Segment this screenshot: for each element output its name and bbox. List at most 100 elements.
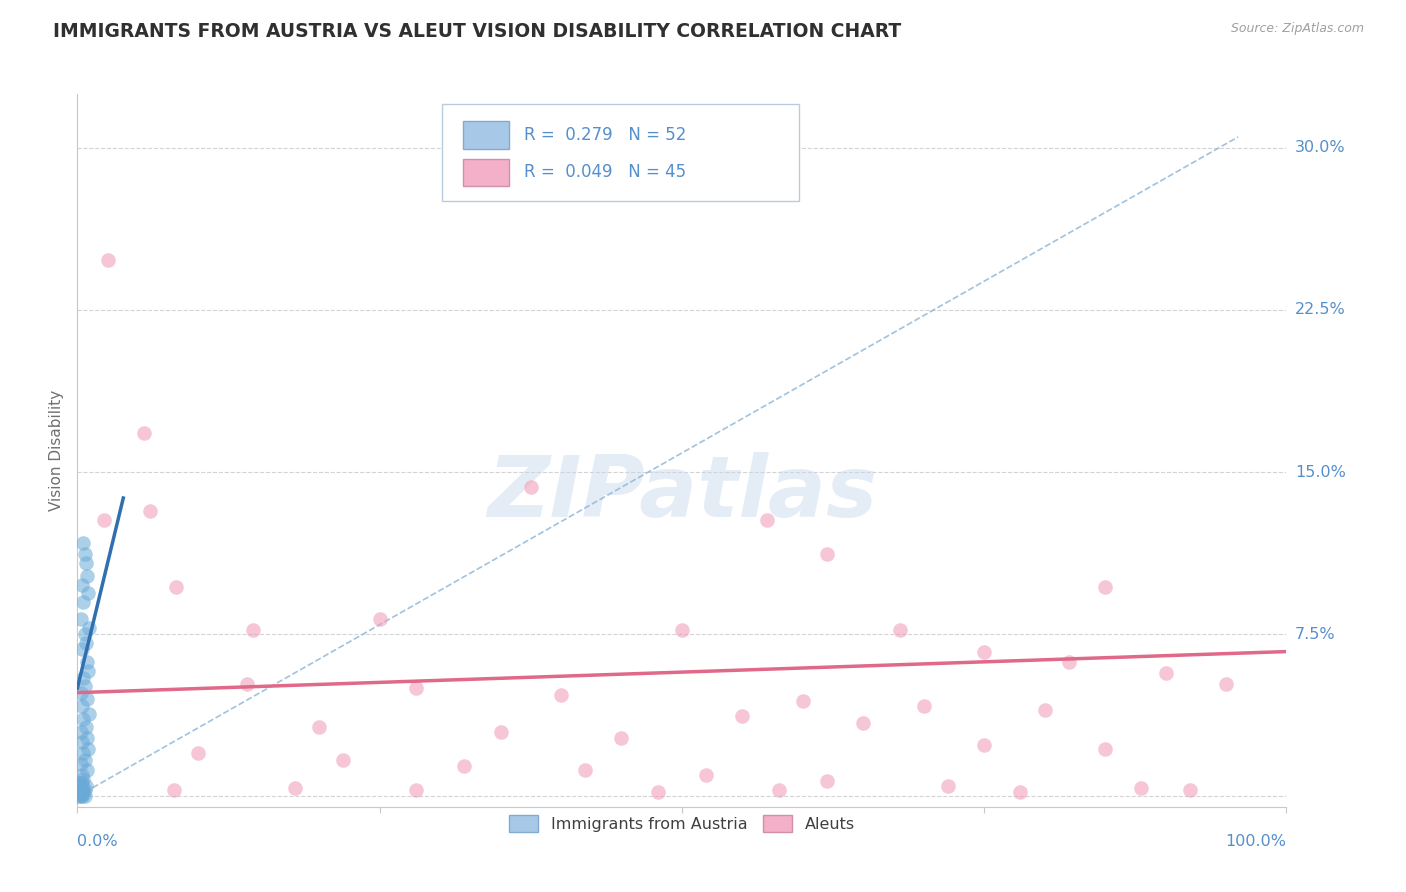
Point bbox=[70, 724, 93, 739]
Point bbox=[332, 753, 354, 767]
Point bbox=[73, 547, 96, 561]
Point bbox=[973, 738, 995, 752]
Point bbox=[132, 426, 155, 441]
Point bbox=[574, 764, 596, 778]
Point bbox=[1094, 742, 1116, 756]
Point bbox=[815, 774, 838, 789]
Point bbox=[1215, 677, 1237, 691]
Point bbox=[1094, 580, 1116, 594]
Point bbox=[70, 780, 93, 795]
Point bbox=[755, 513, 778, 527]
Point bbox=[67, 787, 90, 801]
Point bbox=[72, 712, 94, 726]
Point bbox=[75, 556, 97, 570]
Point bbox=[72, 536, 94, 550]
Point bbox=[75, 779, 97, 793]
Text: ZIPatlas: ZIPatlas bbox=[486, 451, 877, 535]
Point bbox=[77, 586, 100, 600]
Point bbox=[70, 789, 93, 804]
Point bbox=[695, 768, 717, 782]
Point bbox=[69, 776, 91, 790]
Text: 22.5%: 22.5% bbox=[1295, 302, 1346, 318]
Point bbox=[1154, 666, 1177, 681]
Point bbox=[69, 785, 91, 799]
Point bbox=[139, 504, 162, 518]
Point bbox=[70, 785, 93, 799]
Point bbox=[72, 787, 94, 801]
Text: 30.0%: 30.0% bbox=[1295, 140, 1346, 155]
Point bbox=[768, 783, 790, 797]
Point bbox=[70, 577, 93, 591]
Point bbox=[550, 688, 572, 702]
Point bbox=[73, 783, 96, 797]
Point bbox=[1130, 780, 1153, 795]
Text: R =  0.049   N = 45: R = 0.049 N = 45 bbox=[523, 163, 686, 181]
Point bbox=[70, 776, 93, 790]
Point bbox=[93, 513, 115, 527]
Text: 15.0%: 15.0% bbox=[1295, 465, 1346, 480]
Point bbox=[1178, 783, 1201, 797]
FancyBboxPatch shape bbox=[463, 121, 509, 149]
Point bbox=[76, 764, 98, 778]
Point bbox=[405, 783, 427, 797]
Point bbox=[187, 746, 209, 760]
Legend: Immigrants from Austria, Aleuts: Immigrants from Austria, Aleuts bbox=[502, 808, 862, 838]
Point bbox=[815, 547, 838, 561]
Point bbox=[73, 679, 96, 693]
Point bbox=[70, 686, 93, 700]
Point bbox=[852, 715, 875, 730]
Point bbox=[73, 789, 96, 804]
Point bbox=[1057, 656, 1080, 670]
Point bbox=[235, 677, 257, 691]
Point bbox=[72, 671, 94, 685]
Point bbox=[79, 707, 101, 722]
Point bbox=[520, 480, 543, 494]
Point bbox=[70, 785, 93, 799]
Point bbox=[77, 664, 100, 678]
Point bbox=[73, 627, 96, 641]
Point bbox=[96, 253, 118, 268]
Point bbox=[936, 779, 959, 793]
Text: 100.0%: 100.0% bbox=[1226, 834, 1286, 849]
Point bbox=[79, 621, 101, 635]
Point bbox=[163, 783, 186, 797]
Text: R =  0.279   N = 52: R = 0.279 N = 52 bbox=[523, 126, 686, 144]
Point bbox=[671, 623, 693, 637]
Point bbox=[69, 783, 91, 797]
Point bbox=[73, 753, 96, 767]
Point bbox=[368, 612, 391, 626]
FancyBboxPatch shape bbox=[463, 159, 509, 186]
Point bbox=[70, 757, 93, 772]
Point bbox=[69, 789, 91, 804]
Point bbox=[69, 776, 91, 790]
Point bbox=[77, 742, 100, 756]
Y-axis label: Vision Disability: Vision Disability bbox=[49, 390, 65, 511]
Point bbox=[166, 580, 188, 594]
Point bbox=[647, 785, 669, 799]
Point bbox=[308, 720, 330, 734]
Point bbox=[67, 789, 90, 804]
Point bbox=[792, 694, 814, 708]
Point bbox=[70, 780, 93, 795]
Point bbox=[1033, 703, 1056, 717]
Point bbox=[284, 780, 307, 795]
Text: Source: ZipAtlas.com: Source: ZipAtlas.com bbox=[1230, 22, 1364, 36]
Point bbox=[72, 746, 94, 760]
Point bbox=[731, 709, 754, 723]
Text: IMMIGRANTS FROM AUSTRIA VS ALEUT VISION DISABILITY CORRELATION CHART: IMMIGRANTS FROM AUSTRIA VS ALEUT VISION … bbox=[53, 22, 901, 41]
Point bbox=[72, 772, 94, 786]
Point bbox=[489, 724, 512, 739]
Text: 7.5%: 7.5% bbox=[1295, 627, 1336, 641]
Point bbox=[70, 642, 93, 657]
Point bbox=[76, 731, 98, 745]
Point bbox=[75, 636, 97, 650]
Point bbox=[912, 698, 935, 713]
Point bbox=[889, 623, 911, 637]
Text: 0.0%: 0.0% bbox=[77, 834, 118, 849]
Point bbox=[405, 681, 427, 696]
Point bbox=[70, 698, 93, 713]
FancyBboxPatch shape bbox=[443, 104, 799, 201]
Point bbox=[453, 759, 475, 773]
Point bbox=[70, 768, 93, 782]
Point bbox=[76, 692, 98, 706]
